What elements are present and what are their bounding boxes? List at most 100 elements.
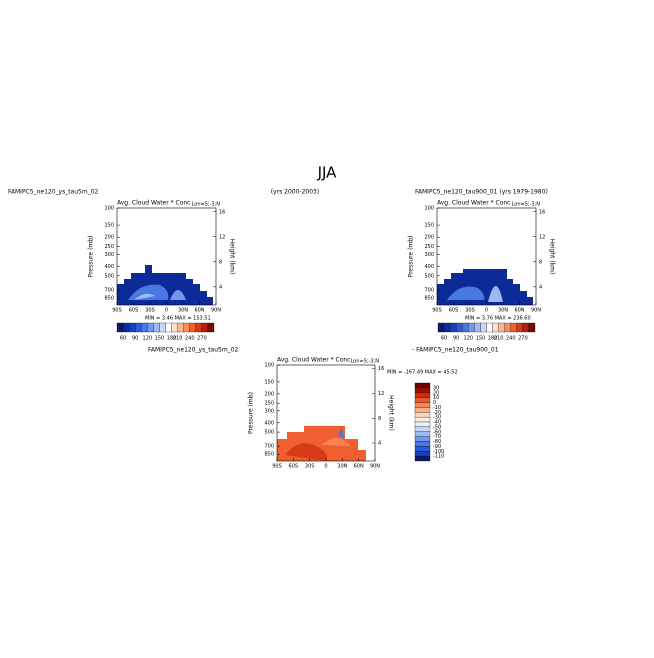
colorbar-box	[414, 412, 431, 418]
panel-title: Avg. Cloud Water * Conc	[437, 200, 511, 207]
colorbar-label: 0	[433, 400, 436, 406]
colorbar-box	[414, 446, 431, 452]
x-tick-label: 60S	[289, 464, 299, 470]
x-tick-label: 30S	[305, 464, 315, 470]
colorbar-box	[498, 322, 505, 333]
y-axis-label: Pressure (mb)	[408, 236, 415, 278]
y2-tick-label: 4	[219, 284, 222, 290]
x-tick-label: 60N	[514, 308, 524, 314]
colorbar-box	[177, 322, 184, 333]
colorbar-label: 240	[506, 336, 516, 342]
panel-subtitle: Lon=5;-3;N	[351, 359, 380, 365]
y-tick-label: 700	[264, 444, 274, 450]
colorbar-box	[153, 322, 160, 333]
panel-subtitle: Lon=5;-3;N	[512, 202, 541, 208]
colorbar-label: 120	[464, 336, 474, 342]
colorbar-box	[414, 416, 431, 423]
colorbar-label: -80	[433, 439, 441, 445]
figure-title: JJA	[317, 164, 338, 182]
x-tick-label: 30S	[145, 308, 155, 314]
colorbar-box	[159, 322, 166, 333]
colorbar-box	[195, 322, 203, 333]
y-tick-label: 250	[264, 401, 274, 407]
y2-tick-label: 12	[219, 234, 225, 240]
x-tick-label: 30N	[178, 308, 188, 314]
colorbar-box	[414, 451, 431, 457]
colorbar-label: 20	[433, 390, 439, 396]
colorbar-box	[414, 455, 431, 462]
y2-tick-label: 12	[378, 391, 384, 397]
colorbar-box	[449, 322, 457, 333]
colorbar-box	[414, 392, 431, 398]
colorbar-box	[468, 322, 475, 333]
y-tick-label: 500	[424, 273, 434, 279]
right-label: (yrs 2000-2003)	[271, 189, 319, 196]
colorbar-box	[189, 322, 196, 333]
y-tick-label: 500	[264, 430, 274, 436]
colorbar-label: -60	[433, 429, 441, 435]
colorbar-label: 150	[476, 336, 486, 342]
x-tick-label: 30N	[498, 308, 508, 314]
colorbar-box	[414, 402, 431, 408]
y-tick-label: 100	[104, 206, 114, 212]
colorbar-label: -20	[433, 410, 441, 416]
colorbar-box	[414, 426, 431, 432]
y2-axis-label: Height (km)	[549, 239, 556, 275]
colorbar-box	[207, 322, 215, 333]
colorbar-box	[122, 322, 130, 333]
y-tick-label: 150	[424, 223, 434, 229]
colorbar-box	[443, 322, 451, 333]
colorbar-box	[414, 421, 431, 428]
colorbar-label: -90	[433, 444, 441, 450]
y-tick-label: 850	[264, 452, 274, 458]
colorbar-box	[456, 322, 463, 333]
y2-tick-label: 8	[539, 259, 542, 265]
right-label: - FAMIPC5_ne120_tau900_01	[412, 347, 499, 354]
y2-tick-label: 4	[378, 441, 381, 447]
colorbar-label: 10	[433, 395, 439, 401]
colorbar-box	[522, 322, 530, 333]
colorbar-label: 180	[488, 336, 498, 342]
y-tick-label: 200	[264, 391, 274, 397]
x-tick-label: 60S	[449, 308, 459, 314]
colorbar-box	[128, 322, 136, 333]
x-tick-label: 90S	[272, 464, 282, 470]
colorbar-box	[116, 322, 124, 333]
colorbar-box	[414, 397, 431, 403]
x-tick-label: 90N	[370, 464, 380, 470]
colorbar-label: 120	[143, 336, 153, 342]
x-tick-label: 30N	[337, 464, 347, 470]
y2-tick-label: 12	[539, 234, 545, 240]
y-tick-label: 300	[104, 252, 114, 258]
contour-fill	[117, 265, 533, 461]
colorbar-label: -30	[433, 415, 441, 421]
colorbar-label: -10	[433, 405, 441, 411]
y-tick-label: 300	[264, 408, 274, 414]
stats: MIN = 3.76 MAX = 236.60	[465, 316, 531, 322]
x-tick-label: 60N	[354, 464, 364, 470]
colorbar-box	[414, 441, 431, 447]
y2-tick-label: 4	[539, 284, 542, 290]
colorbar-label: 90	[453, 336, 459, 342]
y2-tick-label: 8	[378, 416, 381, 422]
y-tick-label: 100	[424, 206, 434, 212]
colorbar-box	[414, 387, 431, 393]
y-tick-label: 200	[104, 235, 114, 241]
colorbar-label: 210	[494, 336, 504, 342]
colorbar-label: -110	[433, 454, 444, 460]
y-tick-label: 700	[424, 287, 434, 293]
y-axis-label: Pressure (mb)	[248, 392, 255, 434]
colorbar-box	[480, 322, 487, 333]
y-tick-label: 400	[264, 420, 274, 426]
x-tick-label: 90S	[112, 308, 122, 314]
colorbar-box	[492, 322, 499, 333]
panel-title: Avg. Cloud Water * Conc	[277, 357, 351, 364]
y-tick-label: 100	[264, 363, 274, 369]
y2-tick-label: 16	[378, 366, 384, 372]
panel-title: Avg. Cloud Water * Conc	[117, 200, 191, 207]
colorbar-box	[135, 322, 142, 333]
y-tick-label: 400	[424, 264, 434, 270]
colorbar-label: 270	[518, 336, 528, 342]
colorbar-label: 270	[197, 336, 207, 342]
y-tick-label: 850	[104, 296, 114, 302]
